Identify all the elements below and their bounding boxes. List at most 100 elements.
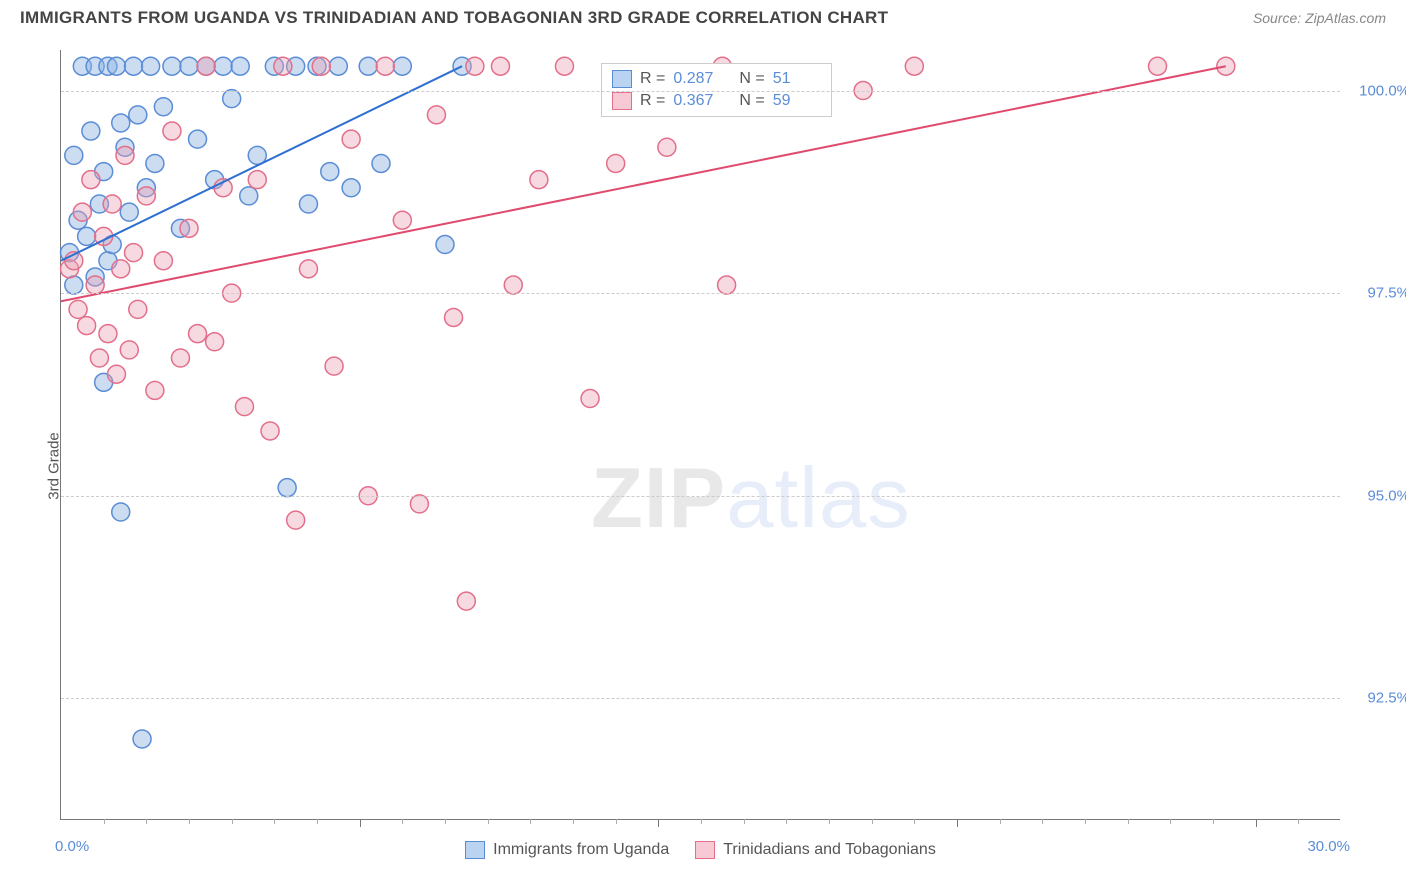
data-point bbox=[69, 300, 87, 318]
data-point bbox=[393, 57, 411, 75]
gridline bbox=[61, 293, 1340, 294]
data-point bbox=[163, 122, 181, 140]
data-point bbox=[491, 57, 509, 75]
x-tick-minor bbox=[1213, 819, 1214, 824]
data-point bbox=[137, 187, 155, 205]
data-point bbox=[112, 114, 130, 132]
data-point bbox=[112, 260, 130, 278]
data-point bbox=[107, 365, 125, 383]
data-point bbox=[231, 57, 249, 75]
data-point bbox=[607, 154, 625, 172]
bottom-legend: Immigrants from Uganda Trinidadians and T… bbox=[61, 841, 1340, 859]
x-tick-minor bbox=[274, 819, 275, 824]
data-point bbox=[299, 195, 317, 213]
data-point bbox=[206, 333, 224, 351]
y-tick-label: 100.0% bbox=[1350, 82, 1406, 99]
data-point bbox=[658, 138, 676, 156]
data-point bbox=[133, 730, 151, 748]
legend-item: Trinidadians and Tobagonians bbox=[695, 841, 936, 859]
x-tick-minor bbox=[701, 819, 702, 824]
n-label: N = bbox=[739, 70, 764, 88]
x-tick-minor bbox=[146, 819, 147, 824]
data-point bbox=[103, 195, 121, 213]
gridline bbox=[61, 496, 1340, 497]
legend-swatch bbox=[612, 70, 632, 88]
data-point bbox=[180, 57, 198, 75]
x-tick-minor bbox=[573, 819, 574, 824]
legend-label: Trinidadians and Tobagonians bbox=[723, 841, 936, 859]
data-point bbox=[90, 349, 108, 367]
data-point bbox=[125, 57, 143, 75]
data-point bbox=[274, 57, 292, 75]
data-point bbox=[342, 130, 360, 148]
data-point bbox=[163, 57, 181, 75]
r-label: R = bbox=[640, 70, 665, 88]
legend-swatch bbox=[612, 92, 632, 110]
x-tick-minor bbox=[1298, 819, 1299, 824]
gridline bbox=[61, 698, 1340, 699]
r-value: 0.367 bbox=[673, 92, 721, 110]
x-tick-minor bbox=[829, 819, 830, 824]
x-tick-minor bbox=[744, 819, 745, 824]
legend-label: Immigrants from Uganda bbox=[493, 841, 669, 859]
data-point bbox=[82, 122, 100, 140]
data-point bbox=[299, 260, 317, 278]
y-tick-label: 95.0% bbox=[1350, 487, 1406, 504]
x-tick-minor bbox=[1170, 819, 1171, 824]
data-point bbox=[82, 171, 100, 189]
data-point bbox=[125, 244, 143, 262]
data-point bbox=[214, 57, 232, 75]
x-tick-minor bbox=[189, 819, 190, 824]
data-point bbox=[171, 349, 189, 367]
x-tick-minor bbox=[104, 819, 105, 824]
y-tick-label: 92.5% bbox=[1350, 690, 1406, 707]
data-point bbox=[555, 57, 573, 75]
data-point bbox=[436, 236, 454, 254]
x-tick-minor bbox=[786, 819, 787, 824]
chart-svg bbox=[61, 50, 1340, 819]
data-point bbox=[1149, 57, 1167, 75]
x-tick-minor bbox=[1128, 819, 1129, 824]
n-value: 51 bbox=[773, 70, 821, 88]
data-point bbox=[235, 398, 253, 416]
data-point bbox=[78, 317, 96, 335]
data-point bbox=[223, 90, 241, 108]
x-tick-minor bbox=[530, 819, 531, 824]
x-tick-minor bbox=[616, 819, 617, 824]
data-point bbox=[248, 171, 266, 189]
legend-swatch bbox=[465, 841, 485, 859]
x-tick-minor bbox=[402, 819, 403, 824]
data-point bbox=[116, 146, 134, 164]
data-point bbox=[142, 57, 160, 75]
x-tick-minor bbox=[445, 819, 446, 824]
data-point bbox=[325, 357, 343, 375]
data-point bbox=[504, 276, 522, 294]
data-point bbox=[312, 57, 330, 75]
data-point bbox=[78, 227, 96, 245]
r-label: R = bbox=[640, 92, 665, 110]
legend-swatch bbox=[695, 841, 715, 859]
data-point bbox=[180, 219, 198, 237]
data-point bbox=[120, 341, 138, 359]
data-point bbox=[581, 390, 599, 408]
data-point bbox=[99, 325, 117, 343]
x-min-label: 0.0% bbox=[55, 838, 89, 855]
n-label: N = bbox=[739, 92, 764, 110]
data-point bbox=[278, 479, 296, 497]
x-tick-minor bbox=[1085, 819, 1086, 824]
x-max-label: 30.0% bbox=[1307, 838, 1350, 855]
data-point bbox=[240, 187, 258, 205]
x-tick-minor bbox=[914, 819, 915, 824]
data-point bbox=[154, 98, 172, 116]
n-value: 59 bbox=[773, 92, 821, 110]
gridline bbox=[61, 91, 1340, 92]
data-point bbox=[372, 154, 390, 172]
legend-item: Immigrants from Uganda bbox=[465, 841, 669, 859]
data-point bbox=[189, 130, 207, 148]
chart-title: IMMIGRANTS FROM UGANDA VS TRINIDADIAN AN… bbox=[20, 8, 888, 28]
x-tick-major bbox=[957, 819, 958, 827]
plot-area: ZIPatlas R =0.287N =51R =0.367N =59 Immi… bbox=[60, 50, 1340, 820]
data-point bbox=[410, 495, 428, 513]
data-point bbox=[466, 57, 484, 75]
data-point bbox=[445, 308, 463, 326]
